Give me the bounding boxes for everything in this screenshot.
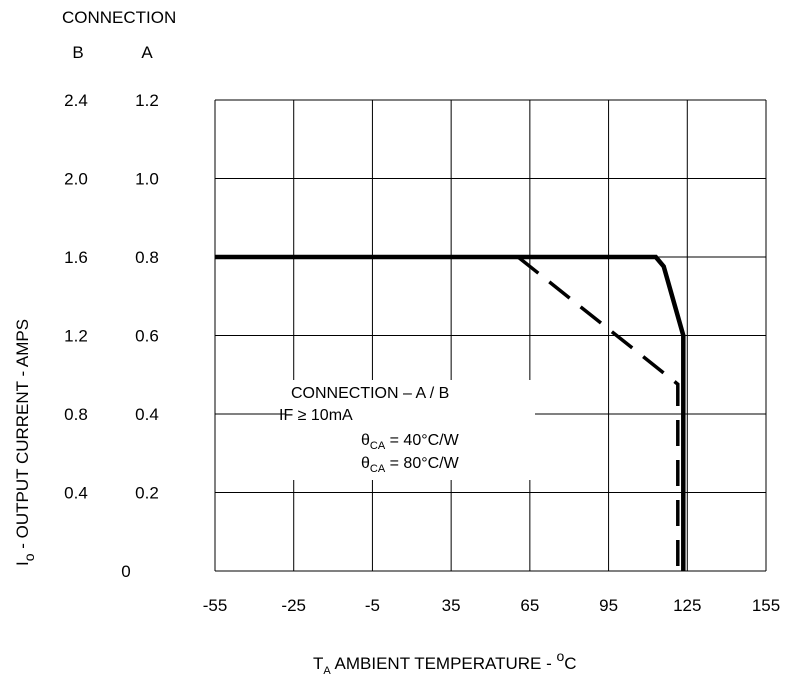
series-lines bbox=[215, 254, 686, 571]
x-tick-label: 155 bbox=[752, 596, 780, 615]
y-tick-label-a: 1.2 bbox=[135, 91, 159, 110]
connection-b-header: B bbox=[72, 43, 83, 62]
legend-background bbox=[285, 380, 535, 480]
y-tick-label-b: 2.0 bbox=[64, 170, 88, 189]
y-tick-label-a: 0.2 bbox=[135, 484, 159, 503]
connection-header: CONNECTION bbox=[62, 8, 176, 27]
y-tick-label-a: 0.6 bbox=[135, 327, 159, 346]
series-80cw-line bbox=[516, 255, 680, 571]
x-axis-label: TA AMBIENT TEMPERATURE - oC bbox=[313, 648, 577, 677]
y-tick-label-a: 0 bbox=[121, 562, 130, 581]
legend-line-1: CONNECTION – A / B bbox=[291, 385, 449, 402]
x-tick-label: 65 bbox=[520, 596, 539, 615]
legend: CONNECTION – A / B IF ≥ 10mA θCA = 40°C/… bbox=[279, 385, 460, 475]
y-tick-label-b: 1.6 bbox=[64, 248, 88, 267]
y-tick-label-a: 1.0 bbox=[135, 170, 159, 189]
y-tick-label-b: 2.4 bbox=[64, 91, 88, 110]
legend-line-2: IF ≥ 10mA bbox=[279, 407, 353, 424]
y-tick-label-b: 1.2 bbox=[64, 327, 88, 346]
x-tick-labels: -55 -25 -5 35 65 95 125 155 bbox=[203, 596, 780, 615]
x-tick-label: 95 bbox=[599, 596, 618, 615]
x-tick-label: -5 bbox=[365, 596, 380, 615]
y-tick-label-b: 0.4 bbox=[64, 484, 88, 503]
legend-line-3: θCA = 40°C/W bbox=[361, 432, 460, 452]
y-tick-label-a: 0.4 bbox=[135, 405, 159, 424]
x-tick-label: 35 bbox=[442, 596, 461, 615]
connection-a-header: A bbox=[141, 43, 153, 62]
y-tick-label-b: 0.8 bbox=[64, 405, 88, 424]
x-tick-label: -25 bbox=[281, 596, 306, 615]
y-tick-label-a: 0.8 bbox=[135, 248, 159, 267]
x-tick-label: 125 bbox=[673, 596, 701, 615]
x-tick-label: -55 bbox=[203, 596, 228, 615]
y-axis-label: Io - OUTPUT CURRENT - AMPS bbox=[13, 319, 37, 566]
y-tick-labels: 0 0.2 0.4 0.6 0.8 1.0 1.2 0.4 0.8 1.2 1.6 2.0 2.4 bbox=[64, 91, 159, 581]
series-40cw-line bbox=[215, 254, 686, 571]
legend-line-4: θCA = 80°C/W bbox=[361, 455, 460, 475]
